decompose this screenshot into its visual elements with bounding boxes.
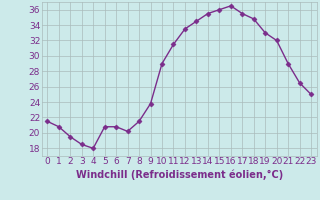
X-axis label: Windchill (Refroidissement éolien,°C): Windchill (Refroidissement éolien,°C): [76, 169, 283, 180]
